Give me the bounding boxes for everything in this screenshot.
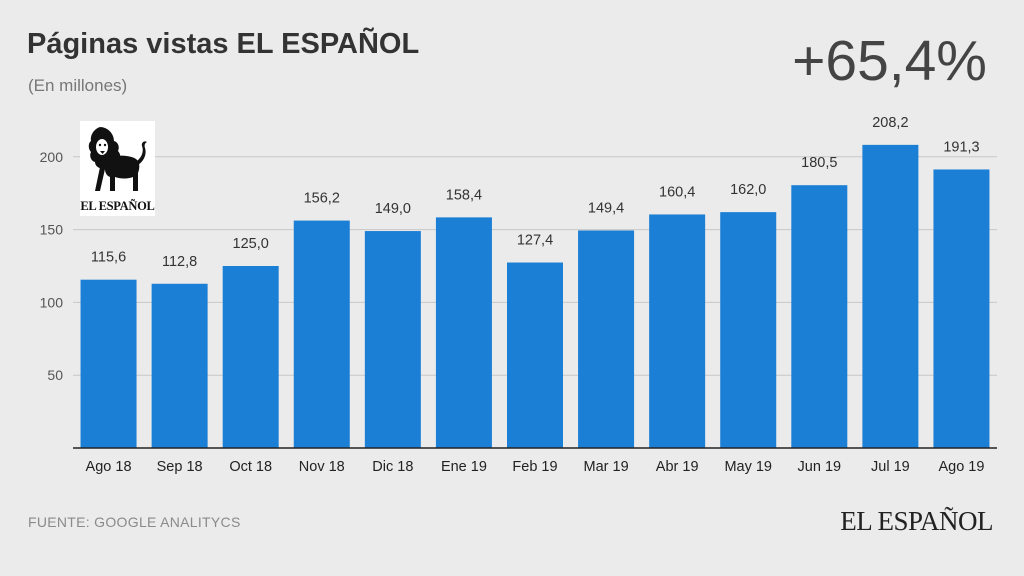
growth-headline: +65,4% bbox=[792, 29, 987, 93]
value-label: 160,4 bbox=[659, 184, 695, 200]
x-tick-label: Sep 18 bbox=[157, 459, 203, 475]
value-label: 125,0 bbox=[233, 236, 269, 252]
x-tick-label: Feb 19 bbox=[512, 459, 557, 475]
x-tick-label: Nov 18 bbox=[299, 459, 345, 475]
value-label: 149,0 bbox=[375, 201, 411, 217]
y-tick-label: 150 bbox=[40, 222, 64, 238]
chart-subtitle: (En millones) bbox=[28, 76, 128, 95]
x-tick-label: Jun 19 bbox=[798, 459, 842, 475]
brand-wordmark: EL ESPAÑOL bbox=[840, 506, 993, 536]
x-tick-label: Ago 19 bbox=[938, 459, 984, 475]
source-note: FUENTE: GOOGLE ANALITYCS bbox=[28, 514, 241, 530]
bar bbox=[507, 262, 563, 448]
logo-wordmark: EL ESPAÑOL bbox=[80, 199, 155, 213]
value-label: 156,2 bbox=[304, 191, 340, 207]
x-tick-label: Jul 19 bbox=[871, 459, 910, 475]
y-tick-label: 50 bbox=[47, 367, 63, 383]
bar bbox=[80, 279, 137, 448]
value-label: 149,4 bbox=[588, 200, 624, 216]
bar bbox=[720, 212, 777, 448]
value-label: 112,8 bbox=[162, 254, 197, 270]
x-tick-label: Ene 19 bbox=[441, 459, 487, 475]
value-label: 180,5 bbox=[801, 155, 837, 171]
x-tick-label: Oct 18 bbox=[229, 459, 272, 475]
value-label: 127,4 bbox=[517, 233, 553, 249]
x-tick-label: Dic 18 bbox=[372, 459, 413, 475]
value-label: 191,3 bbox=[943, 139, 979, 155]
bar bbox=[293, 220, 350, 448]
x-tick-label: Abr 19 bbox=[656, 459, 699, 475]
lion-icon bbox=[88, 127, 147, 191]
bar bbox=[364, 231, 421, 448]
bar bbox=[791, 185, 848, 448]
bar bbox=[222, 266, 279, 448]
value-label: 162,0 bbox=[730, 182, 766, 198]
bar bbox=[151, 283, 208, 448]
chart-title: Páginas vistas EL ESPAÑOL bbox=[27, 28, 420, 60]
bar bbox=[435, 217, 492, 448]
bar bbox=[578, 230, 635, 448]
value-label: 115,6 bbox=[91, 250, 126, 266]
bar bbox=[862, 144, 919, 449]
bar bbox=[649, 214, 706, 448]
value-label: 208,2 bbox=[872, 115, 908, 131]
x-tick-label: May 19 bbox=[724, 459, 772, 475]
x-tick-label: Ago 18 bbox=[86, 459, 132, 475]
x-tick-label: Mar 19 bbox=[584, 459, 629, 475]
brand-logo: EL ESPAÑOL bbox=[80, 121, 155, 216]
y-tick-label: 200 bbox=[40, 149, 64, 165]
value-label: 158,4 bbox=[446, 187, 482, 203]
bar bbox=[933, 169, 990, 448]
y-tick-label: 100 bbox=[40, 294, 64, 310]
